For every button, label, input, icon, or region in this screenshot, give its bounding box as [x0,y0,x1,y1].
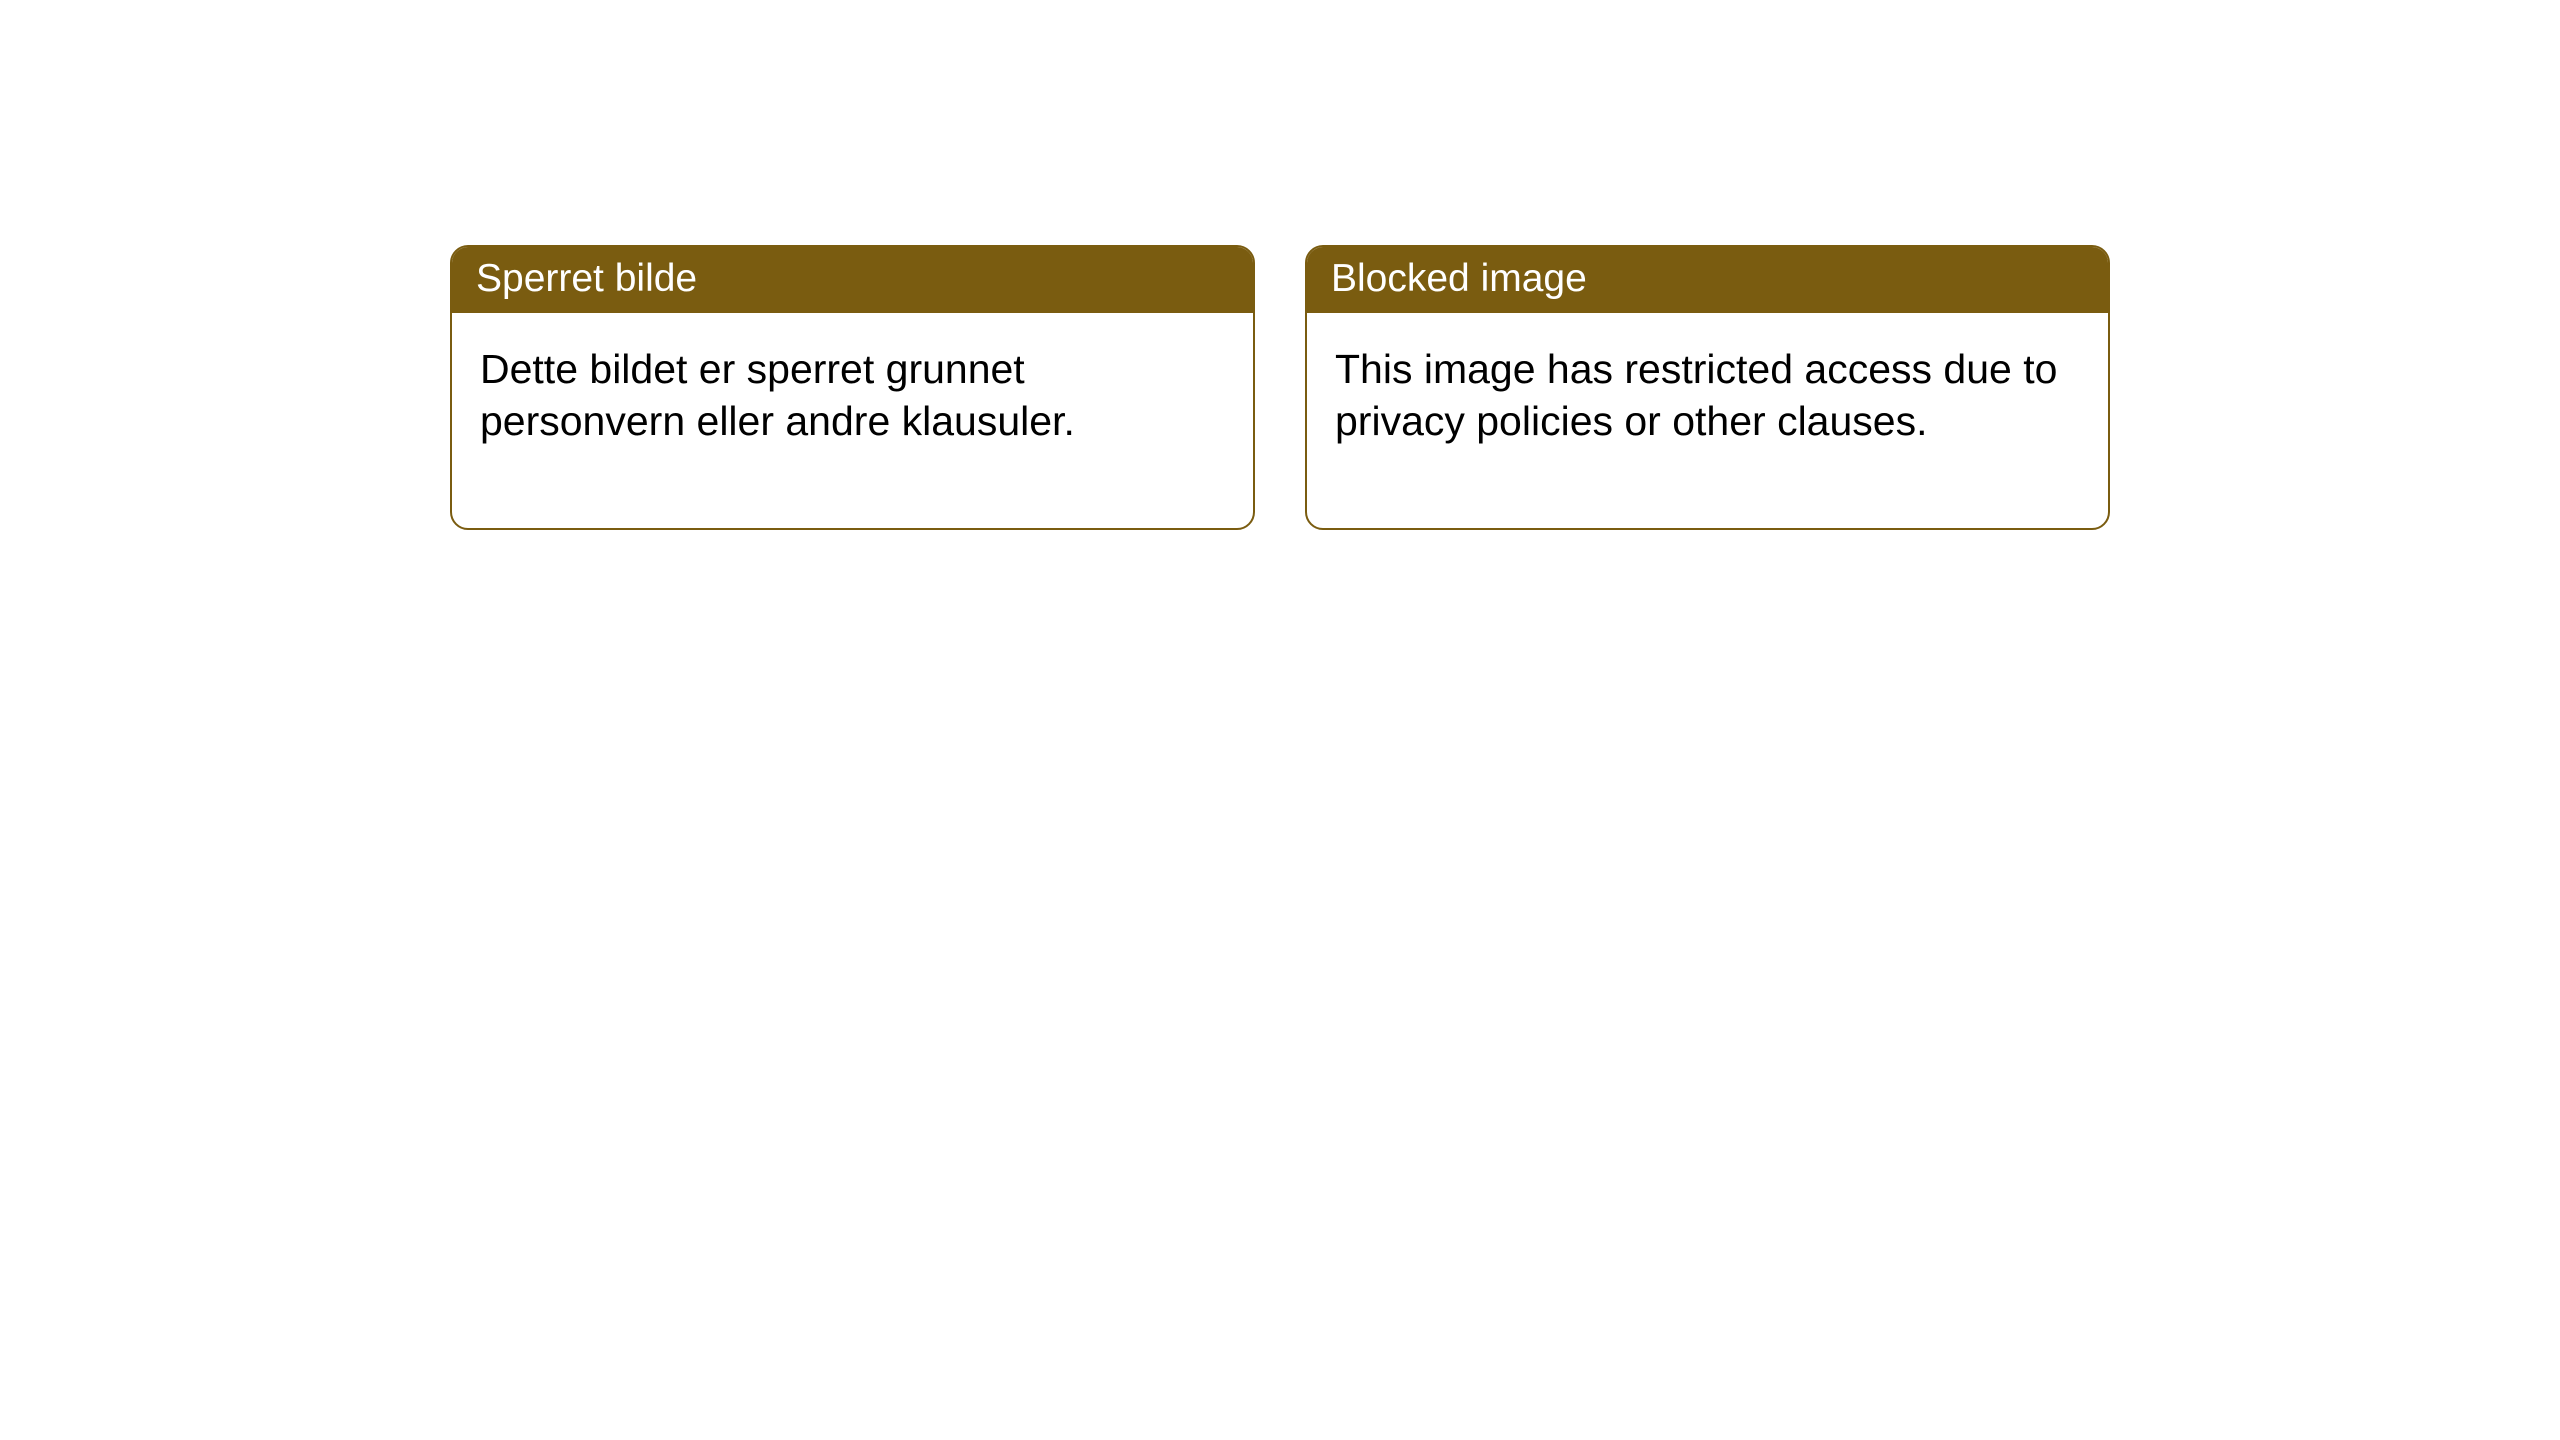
notice-header: Blocked image [1307,247,2108,313]
notice-title: Blocked image [1331,257,1587,300]
notice-header: Sperret bilde [452,247,1253,313]
notice-container: Sperret bilde Dette bildet er sperret gr… [450,245,2110,530]
notice-body-text: Dette bildet er sperret grunnet personve… [480,346,1075,444]
notice-title: Sperret bilde [476,257,697,300]
notice-card-norwegian: Sperret bilde Dette bildet er sperret gr… [450,245,1255,530]
notice-body-text: This image has restricted access due to … [1335,346,2057,444]
notice-card-english: Blocked image This image has restricted … [1305,245,2110,530]
notice-body: This image has restricted access due to … [1307,313,2108,528]
notice-body: Dette bildet er sperret grunnet personve… [452,313,1253,528]
